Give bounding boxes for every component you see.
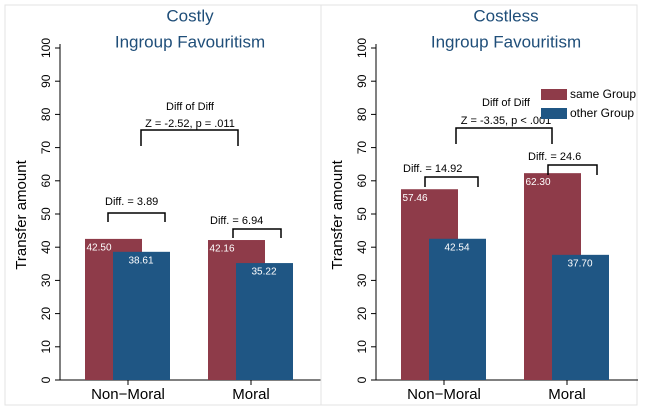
y-tick-label: 20: [355, 307, 369, 321]
value-label: 57.46: [402, 193, 427, 204]
y-tick-label: 10: [355, 340, 369, 354]
x-tick-label: Moral: [232, 386, 270, 403]
y-tick-label: 0: [355, 376, 369, 383]
y-tick-label: 70: [355, 141, 369, 155]
bracket: [140, 129, 239, 146]
legend-swatch: [541, 89, 567, 100]
value-label: 37.70: [567, 258, 592, 269]
y-tick-label: 90: [355, 74, 369, 88]
y-tick-label: 60: [355, 174, 369, 188]
y-tick-label: 30: [355, 273, 369, 287]
y-tick-label: 30: [39, 273, 53, 287]
bracket: [455, 127, 553, 144]
value-label: 35.22: [251, 267, 276, 278]
y-tick-label: 20: [39, 307, 53, 321]
y-tick-label: 80: [39, 107, 53, 121]
annotation: Z = -3.35, p < .001: [461, 115, 552, 127]
chart-title: Costly: [166, 6, 214, 25]
bracket: [424, 176, 479, 187]
annotation: Diff of Diff: [482, 97, 531, 109]
legend-label: other Group: [570, 106, 634, 120]
y-tick-label: 90: [39, 74, 53, 88]
bracket: [547, 164, 598, 175]
x-tick-label: Non−Moral: [407, 386, 481, 403]
annotation: Diff. = 14.92: [403, 163, 462, 175]
annotation: Diff. = 6.94: [210, 215, 263, 227]
bracket: [107, 212, 166, 222]
y-tick-label: 40: [39, 240, 53, 254]
y-tick-label: 70: [39, 141, 53, 155]
chart-title: Ingroup Favouritism: [115, 32, 265, 51]
value-label: 38.61: [128, 255, 153, 266]
y-tick-label: 50: [355, 207, 369, 221]
y-tick-label: 10: [39, 340, 53, 354]
annotation: Z = -2.52, p = .011: [145, 118, 235, 130]
legend-label: same Group: [570, 87, 636, 101]
value-label: 42.54: [444, 242, 469, 253]
bar: [429, 238, 486, 380]
y-axis-label: Transfer amount: [13, 159, 30, 269]
chart-title: Costless: [473, 6, 538, 25]
x-tick-label: Moral: [548, 386, 586, 403]
y-tick-label: 40: [355, 240, 369, 254]
annotation: Diff. = 24.6: [528, 151, 581, 163]
annotation: Diff of Diff: [166, 101, 215, 113]
value-label: 62.30: [525, 177, 550, 188]
chart-title: Ingroup Favouritism: [431, 32, 581, 51]
y-tick-label: 100: [39, 38, 53, 58]
value-label: 42.16: [209, 244, 234, 255]
bracket: [232, 228, 282, 238]
bar: [552, 254, 609, 380]
y-tick-label: 60: [39, 174, 53, 188]
value-label: 42.50: [86, 243, 111, 254]
y-tick-label: 80: [355, 107, 369, 121]
bar: [113, 251, 170, 380]
legend-swatch: [541, 108, 567, 119]
y-axis-label: Transfer amount: [329, 159, 346, 269]
y-tick-label: 0: [39, 376, 53, 383]
y-tick-label: 50: [39, 207, 53, 221]
annotation: Diff. = 3.89: [105, 196, 158, 208]
bar: [236, 263, 293, 380]
x-tick-label: Non−Moral: [91, 386, 165, 403]
y-tick-label: 100: [355, 38, 369, 58]
